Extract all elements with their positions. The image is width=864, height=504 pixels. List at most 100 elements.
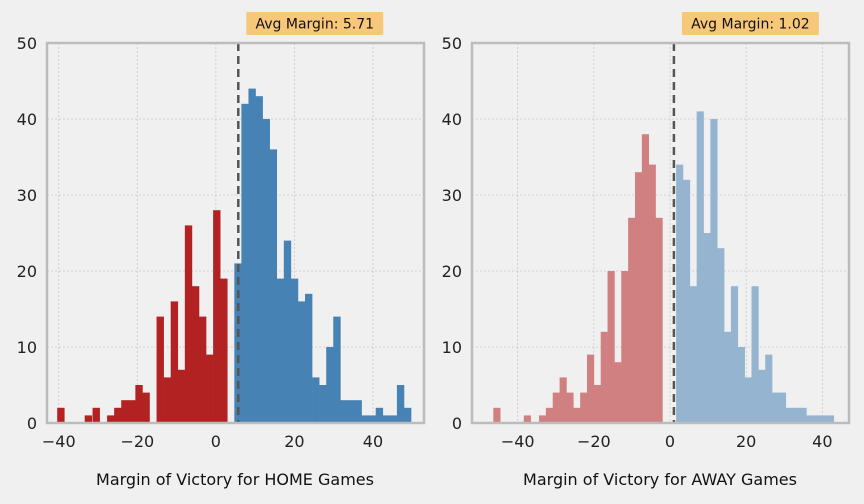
away-y-tick-label: 50 (442, 34, 462, 53)
away-histogram-bar (566, 392, 574, 423)
home-games-panel: 0 10 20 30 40 50 −40 −20 0 20 40 Avg Margin: 5.71 M… (17, 12, 426, 489)
away-annotation-text: Avg Margin: 1.02 (691, 17, 810, 33)
home-histogram-bar (312, 377, 320, 423)
away-histogram-bar (587, 354, 595, 423)
away-x-tick-label: 20 (736, 432, 756, 451)
home-histogram-bar (191, 286, 200, 423)
home-histogram-bar (368, 415, 376, 423)
home-histogram-bar (326, 347, 334, 423)
away-histogram-bar (765, 354, 773, 423)
home-y-tick-label: 0 (27, 414, 37, 433)
home-y-tick-label: 10 (17, 338, 37, 357)
home-x-tick-label: 40 (363, 432, 383, 451)
away-histogram-bar (826, 415, 835, 423)
away-histogram-bar (628, 217, 636, 423)
away-histogram-bar (573, 407, 581, 423)
away-histogram-bar (703, 233, 711, 423)
home-x-tick-label: 0 (211, 432, 221, 451)
home-histogram-bar (213, 210, 221, 423)
away-annotation-box (681, 12, 819, 35)
away-histogram-bar (724, 331, 732, 423)
away-histogram-bar (682, 179, 691, 423)
home-histogram-bar (220, 278, 228, 423)
away-x-tick-label: −20 (577, 432, 611, 451)
home-histogram-bar (170, 301, 179, 423)
away-histogram-bar (614, 362, 622, 423)
home-histogram-bar (354, 400, 362, 423)
home-histogram-bar (375, 407, 384, 423)
away-histogram-bar (717, 248, 725, 423)
home-histogram-bar (198, 316, 207, 423)
away-histogram-bar (696, 111, 704, 424)
away-histogram-bar (813, 415, 821, 423)
away-y-tick-label: 10 (442, 338, 462, 357)
home-histogram-bar (241, 103, 249, 424)
away-histogram-bar (820, 415, 828, 423)
home-histogram-bar (382, 415, 391, 423)
home-histogram-bar (177, 369, 186, 423)
away-histogram-bar (539, 415, 547, 423)
away-histogram-bar (710, 119, 718, 423)
home-histogram-bar (347, 400, 355, 423)
home-histogram-bar (114, 407, 122, 423)
home-histogram-bar (305, 293, 313, 423)
away-plot-frame (470, 41, 851, 425)
home-x-tick-label: −20 (120, 432, 154, 451)
home-histogram-bar (290, 278, 299, 423)
home-histogram-bar (142, 392, 150, 423)
away-histogram-bar (552, 392, 560, 423)
away-histogram-bar (676, 164, 684, 423)
home-histogram-bar (248, 88, 256, 423)
home-annotation-text: Avg Margin: 5.71 (256, 17, 375, 33)
home-histogram-bar (319, 385, 327, 423)
away-histogram-bar (772, 392, 780, 423)
away-y-tick-label: 20 (442, 262, 462, 281)
away-x-tick-label: 40 (812, 432, 832, 451)
away-histogram-bar (648, 164, 656, 423)
home-y-tick-label: 50 (17, 34, 37, 53)
away-histogram-bar (559, 377, 567, 423)
away-histogram-bar (806, 415, 814, 423)
home-histogram-bar (156, 316, 164, 423)
home-histogram-bar (283, 240, 292, 423)
away-histogram-bar (523, 415, 531, 423)
home-histogram-bar (403, 407, 412, 423)
away-histogram-bar (737, 347, 745, 423)
away-histogram-bar (744, 377, 752, 423)
home-histogram-bar (361, 415, 369, 423)
home-histogram-bar (276, 278, 285, 423)
home-histogram-bar (57, 407, 65, 423)
home-histogram-bar (206, 354, 214, 423)
away-histogram-bar (689, 286, 697, 423)
away-y-tick-label: 0 (452, 414, 462, 433)
away-y-tick-label: 40 (442, 110, 462, 129)
home-histogram-bar (163, 377, 172, 423)
home-y-tick-label: 40 (17, 110, 37, 129)
away-histogram-bar (641, 134, 649, 423)
home-histogram-bar (121, 400, 129, 423)
away-y-tick-label: 30 (442, 186, 462, 205)
home-histogram-bar (92, 407, 100, 423)
home-y-tick-label: 30 (17, 186, 37, 205)
away-histogram-bar (580, 392, 588, 423)
home-histogram-bar (333, 316, 341, 423)
away-histogram-bar (493, 407, 501, 423)
home-x-tick-label: −40 (42, 432, 76, 451)
away-x-tick-label: 0 (665, 432, 675, 451)
home-histogram-bar (297, 301, 306, 423)
home-x-axis-title: Margin of Victory for HOME Games (96, 470, 374, 489)
away-histogram-bar (545, 407, 554, 423)
away-histogram-bar (634, 172, 643, 423)
home-histogram-bar (84, 415, 93, 423)
away-histogram-bar (758, 369, 766, 423)
home-y-tick-label: 20 (17, 262, 37, 281)
home-histogram-bar (396, 385, 405, 423)
away-x-axis-title: Margin of Victory for AWAY Games (523, 470, 797, 489)
away-histogram-bar (785, 407, 793, 423)
home-x-tick-label: 20 (284, 432, 304, 451)
home-annotation-box (246, 12, 384, 35)
away-histogram-bar (621, 271, 629, 423)
away-histogram-bar (778, 392, 787, 423)
home-histogram-bar (135, 385, 143, 423)
